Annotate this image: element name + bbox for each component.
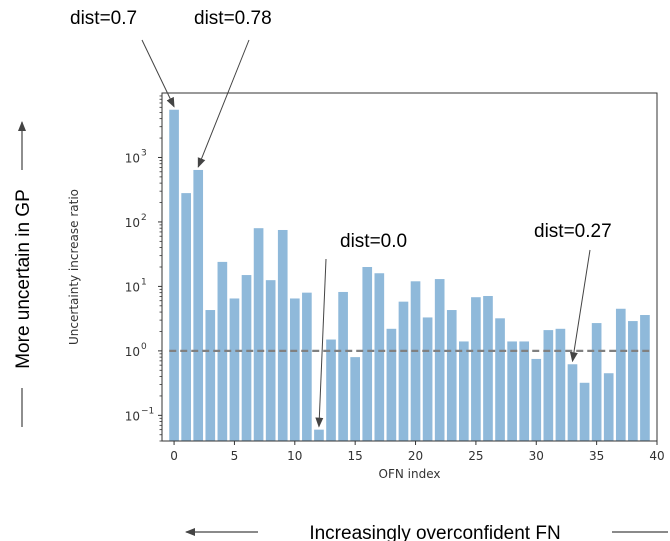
bar <box>169 109 179 441</box>
bar <box>507 341 517 441</box>
bar <box>229 298 240 441</box>
bar <box>289 298 300 441</box>
annotation-label: dist=0.27 <box>534 221 612 242</box>
bar <box>326 339 336 441</box>
bar <box>567 364 578 441</box>
y-tick-label: 10 <box>125 409 140 423</box>
annotation-label: dist=0.0 <box>340 231 407 252</box>
x-axis-ticks: 0 5 10 15 20 25 30 35 40 <box>170 441 665 463</box>
x-axis-label: OFN index <box>379 467 441 481</box>
bar <box>410 281 421 441</box>
bar <box>446 310 457 441</box>
bar <box>471 297 481 441</box>
annotation-label: dist=0.7 <box>70 8 137 29</box>
bar <box>434 279 445 441</box>
bar <box>217 261 228 441</box>
bar <box>615 308 626 441</box>
x-tick-label: 25 <box>468 449 483 463</box>
bar <box>422 317 433 441</box>
bar <box>350 357 360 441</box>
bar <box>205 310 216 441</box>
x-tick-label: 5 <box>231 449 239 463</box>
bar <box>241 275 252 441</box>
x-tick-label: 0 <box>170 449 178 463</box>
annotation-label: dist=0.78 <box>194 8 272 29</box>
x-tick-label: 10 <box>287 449 302 463</box>
bar <box>253 228 264 441</box>
bar <box>193 169 204 442</box>
y-tick-exponent: −1 <box>141 406 154 416</box>
bar <box>398 301 409 441</box>
bar <box>579 382 590 441</box>
bar <box>265 280 276 441</box>
bar <box>386 328 397 441</box>
bar <box>628 321 638 441</box>
x-tick-label: 35 <box>589 449 604 463</box>
y-tick-exponent: 1 <box>141 277 147 287</box>
bar <box>555 328 566 441</box>
horizontal-side-text: Increasingly overconfident FN <box>309 523 560 541</box>
bar <box>483 295 493 441</box>
bar <box>181 193 191 441</box>
y-tick-exponent: 3 <box>141 148 147 158</box>
y-axis-label: Uncertainty increase ratio <box>67 189 81 345</box>
bar <box>543 330 554 441</box>
bar <box>277 229 288 441</box>
vertical-side-label: More uncertain in GP <box>13 121 34 427</box>
bar <box>519 341 530 441</box>
x-tick-label: 15 <box>348 449 363 463</box>
bar <box>314 429 324 441</box>
horizontal-side-label: Increasingly overconfident FN <box>185 523 668 541</box>
bar <box>640 315 650 441</box>
annotation-arrow-icon <box>569 249 591 363</box>
x-tick-label: 40 <box>649 449 664 463</box>
y-tick-label: 10 <box>125 345 140 359</box>
bar <box>302 292 312 441</box>
bar <box>362 267 373 441</box>
annotation-arrow-icon <box>141 39 175 108</box>
bar <box>591 323 602 441</box>
y-tick-exponent: 0 <box>141 342 147 352</box>
annotation-group: dist=0.7 dist=0.78 dist=0.0 dist=0.27 <box>70 8 612 428</box>
annotation-arrow-icon <box>197 39 250 168</box>
vertical-side-text: More uncertain in GP <box>13 189 34 369</box>
y-tick-label: 10 <box>125 151 140 165</box>
bar <box>459 341 469 441</box>
annotation-arrow-icon <box>315 258 327 428</box>
y-tick-label: 10 <box>125 280 140 294</box>
bar <box>338 291 348 441</box>
bar <box>531 358 542 441</box>
bar <box>495 318 505 441</box>
bar <box>603 373 614 441</box>
x-tick-label: 30 <box>529 449 544 463</box>
bar <box>374 273 385 441</box>
bar-group <box>169 109 650 442</box>
x-tick-label: 20 <box>408 449 423 463</box>
y-tick-exponent: 2 <box>141 213 147 223</box>
y-tick-label: 10 <box>125 216 140 230</box>
